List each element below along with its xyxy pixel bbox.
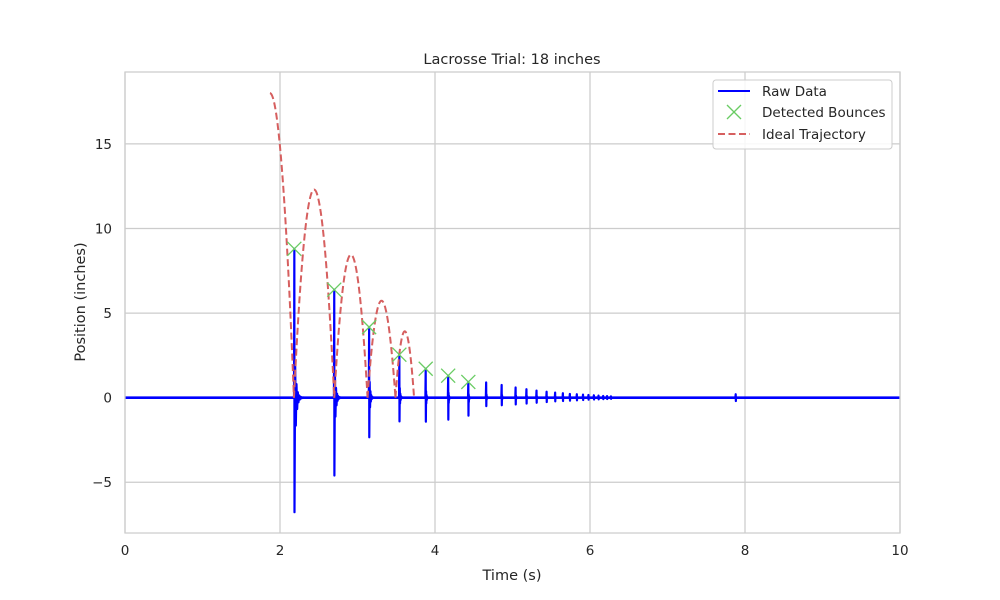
raw-data-spike [587, 393, 592, 401]
x-tick-label: 8 [741, 543, 750, 559]
raw-data-spike [292, 247, 305, 514]
x-tick-label: 4 [431, 543, 440, 559]
raw-data-spike [601, 394, 606, 401]
bounce-marker-stroke [391, 347, 407, 363]
plot-area [125, 92, 900, 514]
ideal-trajectory-arc [269, 92, 295, 398]
raw-data-spike [561, 392, 566, 403]
legend: Raw Data Detected Bounces Ideal Trajecto… [712, 79, 893, 150]
bounce-marker-stroke [440, 368, 456, 384]
x-tick-label: 0 [121, 543, 130, 559]
raw-data-spike [575, 393, 580, 402]
raw-data-spike [592, 394, 597, 401]
ideal-trajectory-arc [394, 330, 416, 398]
bounce-marker-stroke [361, 319, 377, 335]
raw-data-spike [332, 288, 343, 477]
bounce-marker-stroke [460, 374, 476, 390]
raw-data-spike [514, 386, 519, 406]
ideal-trajectory-arc [333, 253, 369, 398]
bounce-marker-stroke [286, 241, 302, 257]
raw-data-spike [525, 388, 530, 405]
y-tick-label: 0 [103, 391, 112, 407]
y-axis-label: Position (inches) [73, 242, 89, 361]
axes-frame [124, 71, 901, 534]
detected-bounce-marker [418, 361, 434, 377]
detected-bounce-marker [440, 368, 456, 384]
x-tick-label: 10 [891, 543, 908, 559]
y-tick-labels: −5 0 5 10 15 [92, 137, 112, 491]
raw-data-spike [466, 380, 472, 417]
raw-data-spike [581, 393, 586, 402]
x-tick-label: 2 [276, 543, 285, 559]
raw-data-spike [568, 392, 573, 402]
raw-data-spike [535, 389, 540, 404]
legend-bounce-marker [726, 104, 742, 120]
bounce-marker-stroke [326, 282, 342, 298]
legend-ideal-trajectory-label: Ideal Trajectory [762, 127, 866, 143]
y-tick-label: −5 [92, 475, 112, 491]
legend-raw-data-label: Raw Data [762, 84, 827, 100]
detected-bounce-marker [286, 241, 302, 257]
chart-title: Lacrosse Trial: 18 inches [423, 52, 600, 68]
y-tick-label: 15 [95, 137, 112, 153]
y-tick-label: 10 [95, 221, 112, 237]
legend-detected-bounces-label: Detected Bounces [762, 105, 886, 121]
y-tick-label: 5 [103, 306, 112, 322]
legend-box [712, 79, 893, 150]
raw-data-spike [424, 367, 430, 423]
raw-data-spike [446, 374, 452, 421]
raw-data-spike [605, 395, 610, 401]
ideal-trajectory-arc [292, 188, 336, 398]
detected-bounce-marker [460, 374, 476, 390]
detected-bounce-marker [391, 347, 407, 363]
detected-bounce-marker [326, 282, 342, 298]
x-tick-label: 6 [586, 543, 595, 559]
raw-data-spike [734, 393, 739, 403]
raw-data-spike [397, 353, 405, 423]
raw-data-spike [545, 390, 550, 404]
bounce-marker-stroke [418, 361, 434, 377]
x-tick-labels: 0 2 4 6 8 10 [121, 543, 909, 559]
x-axis-label: Time (s) [482, 568, 542, 584]
ideal-trajectory-arc [366, 299, 397, 398]
raw-data-spike [500, 383, 505, 407]
raw-data-spike [609, 395, 614, 400]
detected-bounce-marker [361, 319, 377, 335]
raw-data-spike [553, 391, 559, 403]
raw-data-spike [367, 326, 376, 439]
raw-data-spike [484, 381, 490, 408]
raw-data-spike [597, 394, 602, 401]
